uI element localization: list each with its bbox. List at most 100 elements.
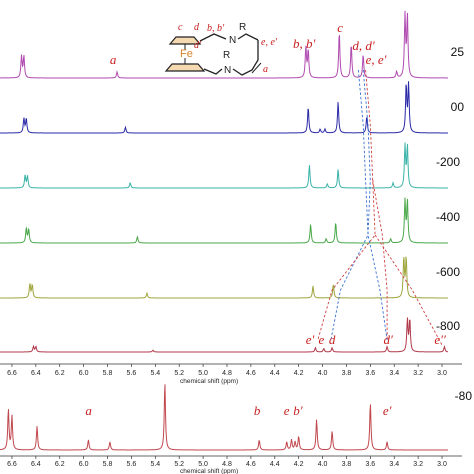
- x-tick-label: 4.0: [318, 370, 328, 377]
- spectrum-00: [0, 81, 448, 134]
- x-tick-label: 5.2: [174, 370, 184, 377]
- peak-label: e: [319, 332, 325, 347]
- temp-label: 25: [451, 45, 465, 59]
- x-axis-bottom: 6.6 6.4 6.2 6.0 5.8 5.6 5.4 5.2 5.0 4.8 4.6 4.4 4.2 4…: [0, 455, 462, 474]
- x-tick-label: 5.6: [127, 370, 137, 377]
- temp-label: -600: [436, 265, 460, 279]
- peak-assignment-labels: ab, b′cd, d′e, e′e′ e d d′ e′′: [110, 20, 446, 347]
- x-tick-label: 3.0: [437, 370, 447, 377]
- x-tick-label: 4.2: [294, 370, 304, 377]
- x-tick-label-bottom: 4.6: [246, 461, 256, 468]
- n-atom-bottom: N: [224, 65, 231, 76]
- x-tick-label-bottom: 4.8: [222, 461, 232, 468]
- peak-label: b, b′: [293, 36, 316, 51]
- x-tick-label: 3.2: [413, 370, 423, 377]
- x-tick-label-bottom: 3.2: [413, 461, 423, 468]
- x-tick-label: 6.0: [79, 370, 89, 377]
- x-tick-label-bottom: 6.2: [55, 461, 65, 468]
- x-tick-label: 3.4: [389, 370, 399, 377]
- x-tick-label-bottom: 6.4: [31, 461, 41, 468]
- dashed-track: [372, 179, 388, 340]
- x-axis-title: chemical shift (ppm): [180, 378, 238, 385]
- peak-label: d: [329, 332, 336, 347]
- x-tick-label: 6.6: [7, 370, 17, 377]
- bond-bottom: [203, 40, 259, 76]
- x-tick-label-bottom: 6.6: [7, 461, 17, 468]
- dashed-track: [357, 69, 388, 341]
- temp-label-bottom: -80: [455, 389, 473, 403]
- mol-c: c: [178, 22, 183, 33]
- spectrum--400: [0, 197, 448, 244]
- x-tick-label-bottom: 3.4: [389, 461, 399, 468]
- bottom-spectrum-group: -80: [0, 384, 473, 451]
- spectrum--800: [0, 317, 449, 353]
- x-tick-label-bottom: 5.4: [150, 461, 160, 468]
- dashed-track: [317, 69, 376, 341]
- mol-ee: e, e′: [261, 37, 278, 48]
- x-tick-label: 3.6: [365, 370, 375, 377]
- peak-label-bottom: b: [254, 403, 261, 418]
- peak-label-bottom: e: [284, 403, 290, 418]
- temp-label: -800: [436, 319, 460, 333]
- x-tick-label-bottom: 4.4: [270, 461, 280, 468]
- tracking-dashed-lines: [317, 69, 443, 346]
- peak-label: a: [110, 52, 117, 67]
- peak-label-bottom: a: [85, 403, 92, 418]
- temperature-labels: 25 00 -200 -400 -600 -800: [436, 45, 464, 333]
- temp-label: -400: [436, 210, 460, 224]
- x-tick-label-bottom: 4.0: [318, 461, 328, 468]
- mol-d: d: [194, 22, 200, 33]
- x-tick-label-bottom: 4.2: [294, 461, 304, 468]
- peak-label: d′: [383, 332, 393, 347]
- x-tick-label: 4.6: [246, 370, 256, 377]
- peak-label: e′: [306, 332, 315, 347]
- x-tick-label-bottom: 3.8: [342, 461, 352, 468]
- x-tick-label-bottom: 5.6: [127, 461, 137, 468]
- bottom-peak-labels: a b e b′ e′: [85, 403, 391, 418]
- x-tick-label: 6.2: [55, 370, 65, 377]
- n-atom-top: N: [229, 35, 236, 46]
- bond-top: [199, 33, 259, 42]
- x-tick-label: 4.4: [270, 370, 280, 377]
- cp-ring-bottom: [164, 63, 206, 72]
- dashed-track: [330, 69, 371, 341]
- peak-label-bottom: b′: [293, 403, 303, 418]
- x-tick-label-bottom: 3.0: [437, 461, 447, 468]
- x-axis-title-bottom: chemical shift (ppm): [180, 468, 238, 474]
- temp-label: 00: [451, 100, 465, 114]
- mol-a: a: [263, 64, 268, 75]
- x-tick-label: 4.8: [222, 370, 232, 377]
- peak-label: e, e′: [366, 52, 387, 67]
- x-tick-label: 5.4: [150, 370, 160, 377]
- x-tick-label: 6.4: [31, 370, 41, 377]
- x-tick-label-bottom: 6.0: [79, 461, 89, 468]
- alkene-double: [251, 62, 262, 74]
- peak-label: c: [337, 20, 343, 35]
- x-tick-label-bottom: 3.6: [365, 461, 375, 468]
- r-top: R: [239, 22, 246, 33]
- temp-label: -200: [436, 155, 460, 169]
- peak-label: d, d′: [352, 38, 375, 53]
- mol-dp: d′: [194, 40, 202, 51]
- fe-atom: Fe: [180, 48, 193, 60]
- cp-ring-top: [168, 36, 202, 45]
- r-bottom: R: [223, 50, 230, 61]
- spectrum--600: [0, 256, 448, 299]
- x-tick-label: 3.8: [342, 370, 352, 377]
- x-tick-label-bottom: 5.0: [198, 461, 208, 468]
- x-tick-label-bottom: 5.2: [174, 461, 184, 468]
- x-tick-label: 5.0: [198, 370, 208, 377]
- mol-bb: b, b′: [207, 23, 225, 34]
- peak-label-bottom: e′: [383, 403, 392, 418]
- x-tick-label: 5.8: [103, 370, 113, 377]
- x-axis-main: 6.6 6.4 6.2 6.0 5.8 5.6 5.4 5.2 5.0 4.8 4.6 4.4 4.2 4…: [0, 363, 462, 385]
- spectrum--200: [0, 142, 448, 189]
- spectrum-bottom: [0, 384, 448, 451]
- molecule-structure: Fe N R N R c d d′ b, b′ e, e′ a: [164, 22, 278, 76]
- peak-label: e′′: [434, 332, 446, 347]
- x-tick-label-bottom: 5.8: [103, 461, 113, 468]
- spectrum-25: [0, 10, 448, 79]
- dashed-track: [374, 234, 443, 346]
- stacked-spectra-group: [0, 10, 449, 353]
